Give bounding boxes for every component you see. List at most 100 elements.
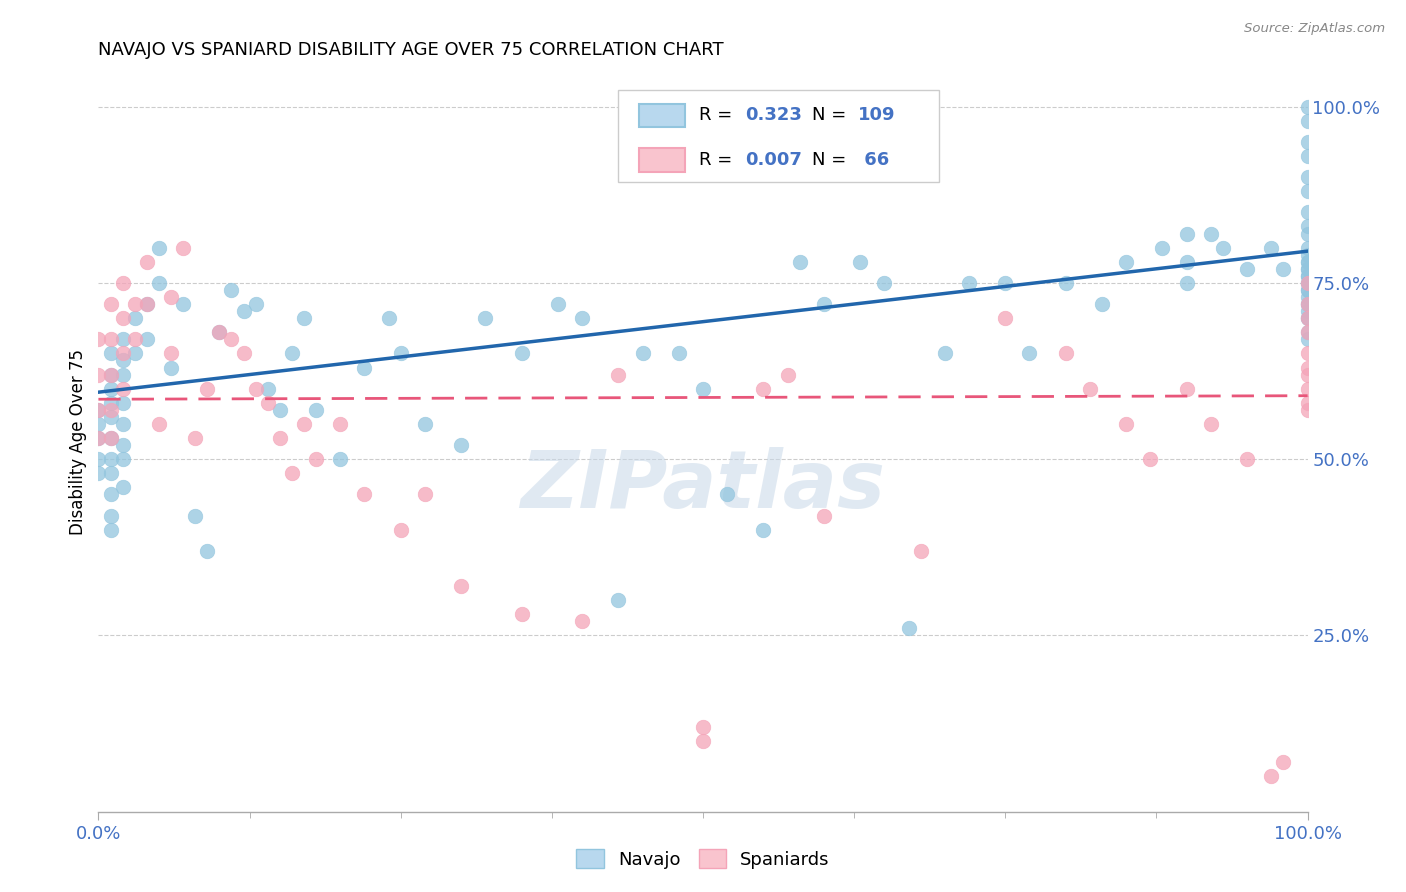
Point: [111, 382, 134, 396]
Point: [87, 402, 110, 417]
Point: [1296, 396, 1319, 410]
Point: [1296, 219, 1319, 234]
Point: [87, 417, 110, 431]
Point: [292, 417, 315, 431]
Point: [1260, 769, 1282, 783]
Point: [100, 382, 122, 396]
Point: [510, 346, 533, 360]
Point: [111, 417, 134, 431]
Point: [281, 467, 304, 481]
Point: [87, 402, 110, 417]
Point: [631, 346, 654, 360]
Point: [1152, 241, 1174, 255]
Point: [195, 382, 218, 396]
Point: [1296, 170, 1319, 185]
Point: [450, 579, 472, 593]
Point: [269, 402, 291, 417]
Point: [1199, 417, 1222, 431]
Point: [1296, 325, 1319, 339]
Point: [1260, 241, 1282, 255]
Point: [135, 254, 157, 268]
Point: [172, 241, 194, 255]
Text: 0.007: 0.007: [745, 151, 803, 169]
Point: [1296, 402, 1319, 417]
Point: [245, 382, 267, 396]
Point: [195, 544, 218, 558]
Point: [100, 467, 122, 481]
Point: [1296, 283, 1319, 297]
Point: [1175, 254, 1198, 268]
Point: [124, 311, 146, 326]
Point: [353, 487, 375, 501]
Point: [124, 297, 146, 311]
Point: [160, 360, 183, 375]
Point: [474, 311, 496, 326]
Y-axis label: Disability Age Over 75: Disability Age Over 75: [69, 349, 87, 534]
Point: [910, 544, 932, 558]
Point: [547, 297, 569, 311]
Point: [994, 311, 1017, 326]
Point: [1212, 241, 1234, 255]
Point: [571, 311, 593, 326]
Point: [100, 368, 122, 382]
Point: [256, 382, 278, 396]
Point: [100, 402, 122, 417]
Point: [668, 346, 690, 360]
Text: R =: R =: [699, 151, 738, 169]
Point: [329, 417, 352, 431]
Point: [716, 487, 738, 501]
Point: [135, 297, 157, 311]
Text: Source: ZipAtlas.com: Source: ZipAtlas.com: [1244, 22, 1385, 36]
Point: [100, 487, 122, 501]
Point: [957, 276, 980, 290]
Point: [1296, 290, 1319, 304]
Point: [87, 368, 110, 382]
Point: [148, 417, 170, 431]
Point: [124, 346, 146, 360]
Point: [1296, 304, 1319, 318]
Point: [1296, 100, 1319, 114]
Point: [221, 332, 243, 346]
Point: [1296, 261, 1319, 276]
Point: [1296, 149, 1319, 163]
Point: [305, 452, 328, 467]
Point: [692, 720, 714, 734]
Point: [1296, 311, 1319, 326]
Point: [124, 332, 146, 346]
Point: [1296, 311, 1319, 326]
Point: [1296, 283, 1319, 297]
Point: [100, 431, 122, 445]
Point: [1296, 184, 1319, 198]
Point: [135, 332, 157, 346]
Point: [789, 254, 811, 268]
Point: [292, 311, 315, 326]
Point: [100, 368, 122, 382]
Point: [1296, 297, 1319, 311]
Point: [184, 508, 207, 523]
Point: [184, 431, 207, 445]
Point: [111, 346, 134, 360]
Point: [111, 396, 134, 410]
Point: [208, 325, 231, 339]
Point: [111, 311, 134, 326]
Point: [1296, 248, 1319, 262]
Point: [1272, 756, 1295, 770]
Point: [1296, 311, 1319, 326]
Point: [752, 382, 775, 396]
Point: [172, 297, 194, 311]
Text: NAVAJO VS SPANIARD DISABILITY AGE OVER 75 CORRELATION CHART: NAVAJO VS SPANIARD DISABILITY AGE OVER 7…: [98, 41, 724, 59]
Point: [1296, 254, 1319, 268]
Point: [111, 368, 134, 382]
Text: N =: N =: [811, 106, 852, 125]
Point: [1272, 261, 1295, 276]
Point: [111, 438, 134, 452]
Point: [111, 276, 134, 290]
Point: [353, 360, 375, 375]
Point: [100, 508, 122, 523]
Point: [1091, 297, 1114, 311]
Point: [100, 346, 122, 360]
Point: [100, 452, 122, 467]
Point: [813, 297, 835, 311]
Point: [813, 508, 835, 523]
Point: [232, 304, 254, 318]
